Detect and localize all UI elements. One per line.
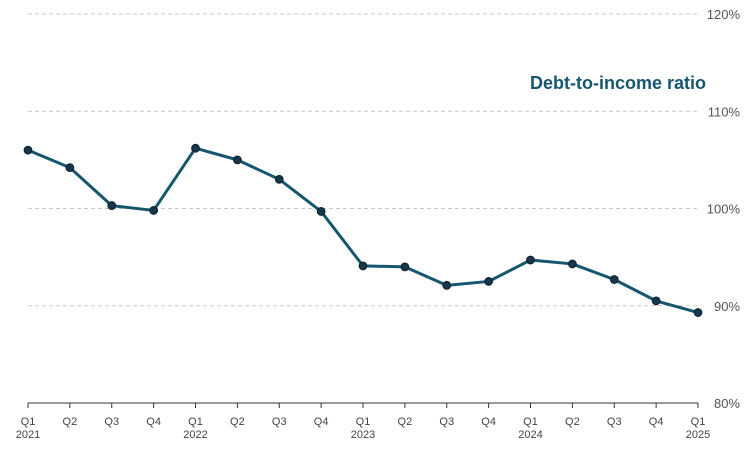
data-point: [316, 207, 326, 216]
x-tick-label: Q3: [272, 416, 287, 428]
x-tick-label: Q1: [691, 416, 706, 428]
x-tick-label: Q2: [63, 416, 78, 428]
x-tick-label: Q3: [104, 416, 119, 428]
x-tick-label: Q1: [523, 416, 538, 428]
x-tick-label: Q1: [21, 416, 36, 428]
series-layer: [23, 143, 703, 317]
data-point: [693, 308, 703, 317]
x-tick-label: Q2: [398, 416, 413, 428]
x-tick-year-label: 2022: [183, 429, 207, 441]
series-label: Debt-to-income ratio: [530, 73, 706, 93]
x-tick-label: Q1: [356, 416, 371, 428]
data-point: [567, 259, 577, 269]
y-axis-tick-labels: 80% 90% 100% 110% 120%: [707, 7, 741, 411]
data-point: [526, 255, 535, 265]
data-point: [609, 275, 619, 284]
y-tick-label: 80%: [714, 396, 740, 411]
data-point: [65, 163, 75, 173]
y-tick-label: 110%: [708, 104, 741, 119]
x-tick-label: Q1: [188, 416, 203, 428]
data-point: [232, 155, 242, 165]
x-tick-year-label: 2024: [518, 429, 542, 441]
data-point: [149, 206, 159, 215]
x-tick-year-label: 2021: [16, 429, 40, 441]
x-tick-label: Q4: [481, 416, 496, 428]
y-tick-label: 120%: [707, 7, 741, 22]
data-point: [651, 296, 661, 306]
x-tick-label: Q4: [314, 416, 329, 428]
data-point: [442, 280, 452, 290]
data-point: [23, 145, 33, 155]
series-line: [26, 146, 700, 315]
data-point: [107, 201, 117, 210]
data-point: [358, 261, 368, 271]
y-tick-label: 100%: [707, 202, 741, 217]
x-tick-label: Q2: [230, 416, 245, 428]
x-tick-label: Q4: [146, 416, 161, 428]
x-tick-label: Q2: [565, 416, 580, 428]
x-tick-label: Q3: [439, 416, 454, 428]
x-tick-label: Q4: [649, 416, 664, 428]
x-tick-year-label: 2025: [686, 429, 710, 441]
data-point: [274, 174, 284, 184]
x-tick-year-label: 2023: [351, 429, 375, 441]
x-tick-label: Q3: [607, 416, 622, 428]
data-point: [484, 277, 494, 286]
data-point: [191, 143, 200, 153]
data-point: [400, 262, 410, 272]
y-tick-label: 90%: [714, 299, 740, 314]
